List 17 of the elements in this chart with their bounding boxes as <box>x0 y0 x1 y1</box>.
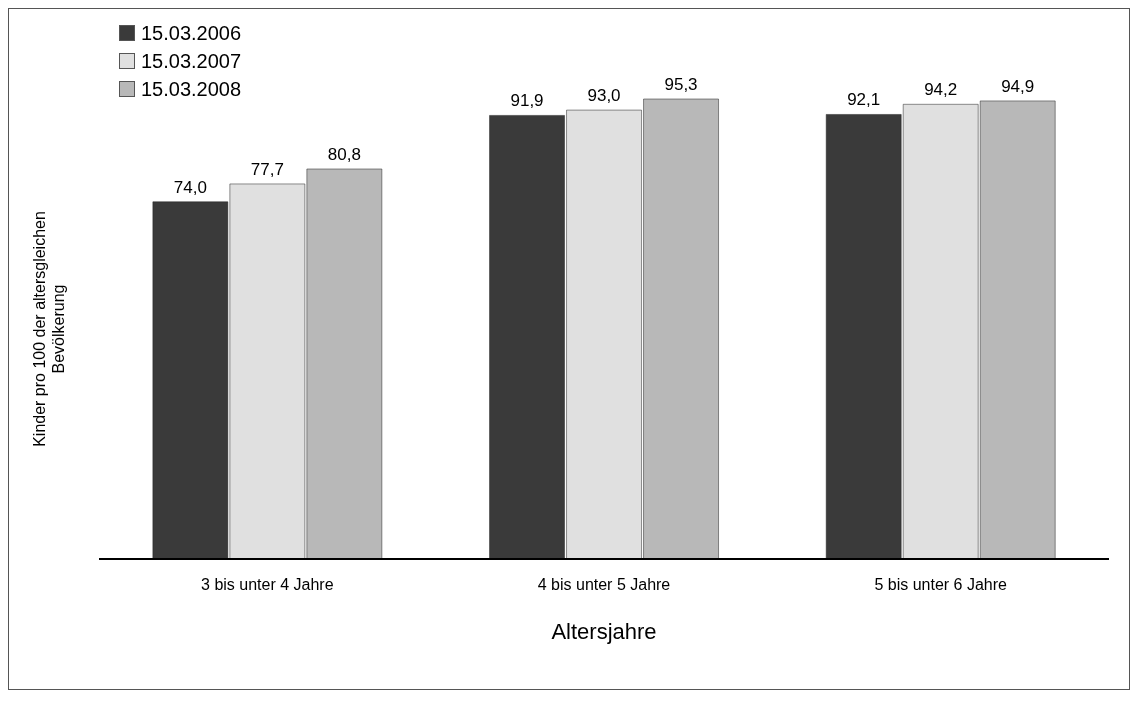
data-label: 74,0 <box>173 177 207 197</box>
legend-label: 15.03.2008 <box>141 77 242 102</box>
data-label: 94,2 <box>924 80 958 100</box>
data-label: 77,7 <box>250 159 284 179</box>
data-label: 80,8 <box>327 144 361 164</box>
legend-label: 15.03.2007 <box>141 49 242 74</box>
data-label: 95,3 <box>664 75 698 94</box>
legend-label: 15.03.2006 <box>141 21 242 46</box>
data-label: 92,1 <box>847 90 881 110</box>
data-label: 93,0 <box>587 86 621 106</box>
x-tick-label: 3 bis unter 4 Jahre <box>201 576 334 594</box>
data-label: 94,9 <box>1001 76 1035 96</box>
x-tick-label: 4 bis unter 5 Jahre <box>537 576 671 594</box>
x-tick-label: 5 bis unter 6 Jahre <box>874 576 1008 594</box>
data-label: 91,9 <box>510 91 544 111</box>
x-axis-title: Altersjahre <box>551 619 657 644</box>
y-axis-title: Kinder pro 100 der altersgleichen Bevölkerung <box>31 211 67 447</box>
